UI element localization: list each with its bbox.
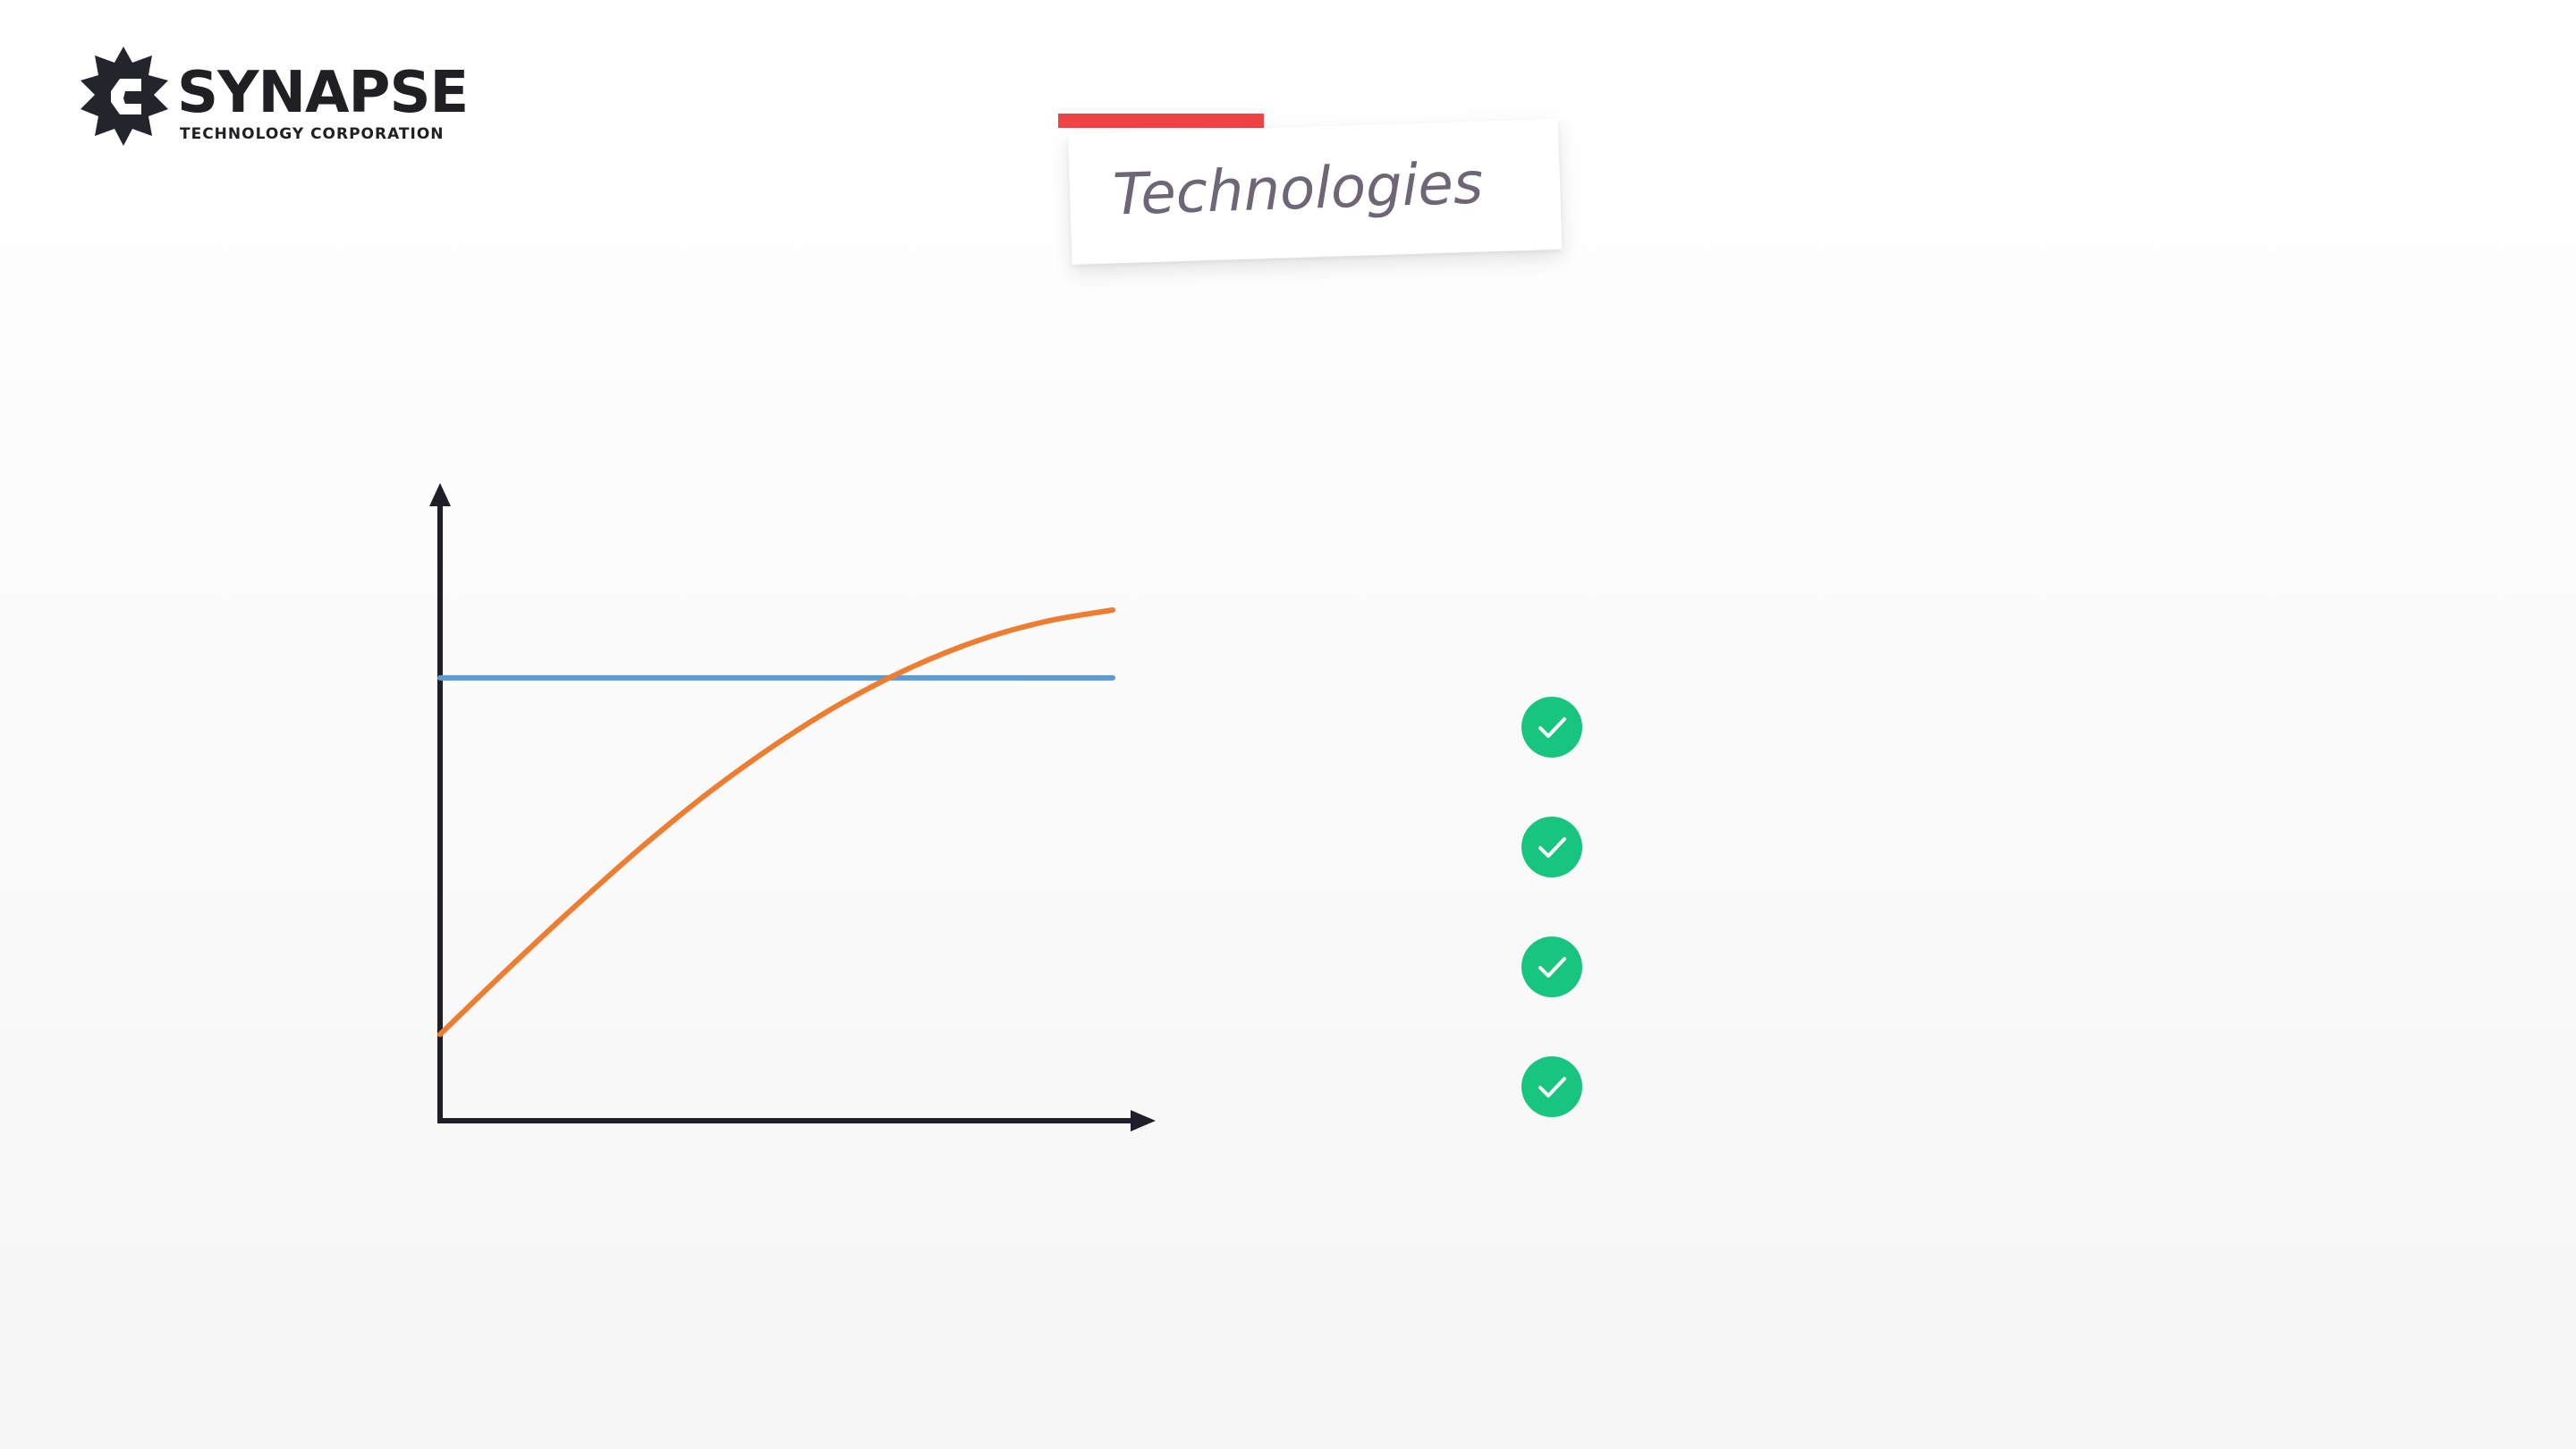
- x-axis-arrowhead: [1131, 1110, 1156, 1131]
- check-circle-icon: [1521, 936, 1583, 998]
- title-accent-bar: [1058, 114, 1264, 128]
- synapse-logo-icon: [80, 47, 168, 146]
- logo-name: SYNAPSE: [177, 60, 469, 126]
- series-line-2: [437, 607, 1115, 1038]
- company-logo: SYNAPSE TECHNOLOGY CORPORATION: [80, 45, 469, 152]
- logo-tagline: TECHNOLOGY CORPORATION: [180, 125, 445, 143]
- check-circle-icon: [1521, 696, 1583, 758]
- check-circle-icon: [1521, 816, 1583, 878]
- y-axis-arrowhead: [429, 483, 451, 506]
- check-circle-icon: [1521, 1055, 1583, 1118]
